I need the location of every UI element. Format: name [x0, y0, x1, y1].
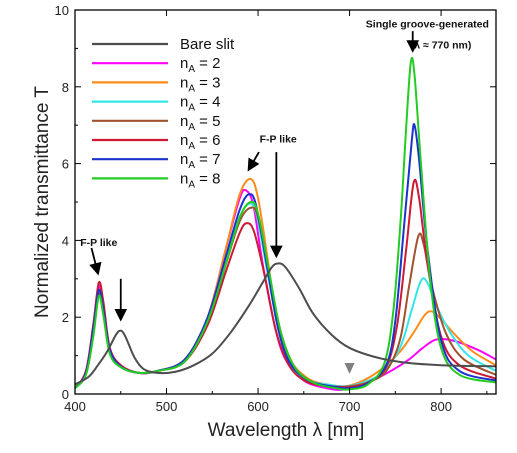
y-axis-title: Normalized transmittance T [32, 86, 53, 318]
series-layer [75, 56, 496, 391]
series-line-0 [75, 262, 496, 386]
y-tick-label: 0 [62, 387, 69, 402]
x-tick-label: 400 [64, 399, 86, 414]
legend-label-0: Bare slit [180, 36, 235, 53]
x-axis: 400 500 600 700 800 [64, 10, 488, 414]
x-tick-label: 700 [339, 399, 361, 414]
legend-label-5: nA = 6 [180, 132, 220, 152]
legend-label-1: nA = 2 [180, 55, 220, 75]
y-tick-label: 10 [55, 3, 69, 18]
x-tick-label: 800 [430, 399, 452, 414]
legend-label-4: nA = 5 [180, 113, 220, 133]
x-axis-title: Wavelength λ [nm] [208, 420, 365, 441]
legend-label-7: nA = 8 [180, 170, 220, 190]
series-line-7 [75, 56, 496, 391]
annotation-1: F-P like [260, 133, 297, 145]
annotation-0: F-P like [80, 237, 117, 249]
annotation-2: Single groove-generated [366, 18, 489, 30]
annotation-layer: F-P like F-P like Single groove-generated (… [80, 18, 489, 375]
series-line-5 [75, 178, 496, 390]
y-tick-label: 4 [62, 233, 69, 248]
series-line-6 [75, 123, 496, 390]
legend-label-3: nA = 4 [180, 94, 220, 114]
x-tick-label: 500 [156, 399, 178, 414]
legend-label-2: nA = 3 [180, 74, 220, 94]
y-tick-label: 6 [62, 157, 69, 172]
annotation-3: (λ ≈ 770 nm) [411, 39, 472, 51]
x-tick-label: 600 [247, 399, 269, 414]
annotation-arrow-2 [247, 151, 260, 172]
annotation-arrow-0 [89, 247, 102, 276]
y-tick-label: 8 [62, 80, 69, 95]
plot-frame [74, 9, 497, 395]
triangle-marker-0 [344, 363, 355, 375]
y-axis: 0 2 4 6 8 10 [55, 3, 496, 402]
y-tick-label: 2 [62, 310, 69, 325]
legend-label-6: nA = 7 [180, 151, 220, 171]
